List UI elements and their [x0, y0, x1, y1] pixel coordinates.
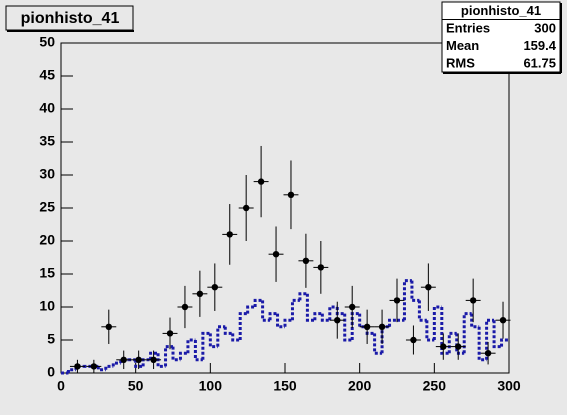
y-tick-label: 30	[39, 166, 55, 182]
hist-step	[223, 326, 233, 335]
hist-step	[201, 331, 211, 360]
data-point	[469, 297, 477, 304]
data-point	[499, 317, 507, 324]
hist-step	[149, 351, 159, 360]
x-tick-label: 300	[497, 378, 521, 394]
x-tick-label: 250	[423, 378, 447, 394]
data-point	[425, 284, 432, 291]
data-point	[302, 257, 310, 264]
data-point	[287, 191, 295, 198]
stats-label: Entries	[446, 21, 490, 36]
data-point	[349, 303, 356, 311]
y-tick-label: 45	[39, 67, 55, 83]
data-point	[484, 350, 492, 357]
y-tick-label: 20	[39, 232, 55, 248]
hist-step	[320, 313, 330, 322]
data-point	[440, 343, 447, 350]
hist-step	[231, 333, 241, 342]
hist-step	[343, 313, 353, 342]
data-point	[363, 323, 371, 330]
data-point	[196, 290, 204, 297]
x-tick-label: 150	[273, 378, 297, 394]
data-point	[211, 284, 219, 291]
hist-step	[298, 292, 308, 301]
y-tick-label: 0	[47, 364, 55, 380]
stats-value: 61.75	[523, 56, 556, 71]
hist-step	[268, 312, 278, 321]
hist-step	[283, 318, 293, 327]
hist-step	[417, 300, 427, 322]
hist-step	[164, 345, 173, 367]
x-tick-label: 200	[348, 378, 372, 394]
hist-step	[432, 305, 442, 340]
data-point	[393, 297, 401, 304]
hist-step	[246, 305, 256, 314]
data-point	[166, 330, 174, 337]
data-point	[378, 323, 386, 330]
hist-step	[261, 300, 271, 322]
data-point	[120, 356, 127, 363]
hist-step	[216, 325, 226, 347]
hist-step	[477, 326, 487, 362]
hist-step	[290, 298, 300, 321]
y-tick-label: 40	[39, 100, 55, 116]
hist-step	[119, 358, 129, 364]
hist-step	[66, 368, 76, 373]
hist-step	[440, 307, 450, 355]
title-box	[5, 5, 134, 31]
hist-step	[238, 312, 248, 340]
y-tick-label: 5	[47, 331, 55, 347]
hist-step	[500, 338, 509, 347]
hist-step	[455, 333, 465, 355]
y-tick-label: 10	[39, 298, 55, 314]
hist-step	[313, 312, 323, 321]
stats-value: 159.4	[523, 38, 556, 53]
hist-step	[410, 280, 420, 302]
data-point	[272, 251, 280, 258]
hist-step	[373, 333, 383, 355]
data-point	[455, 343, 462, 350]
data-point	[105, 323, 112, 330]
stats-label: RMS	[446, 56, 475, 71]
hist-step	[388, 318, 397, 327]
hist-step	[425, 320, 435, 342]
data-point	[410, 336, 417, 344]
x-tick-label: 100	[199, 378, 223, 394]
x-tick-label: 50	[128, 378, 144, 394]
hist-step	[178, 351, 188, 360]
data-point	[242, 204, 250, 212]
stats-title: pionhisto_41	[461, 3, 541, 18]
hist-step	[104, 364, 114, 370]
chart-title: pionhisto_41	[21, 10, 120, 27]
y-tick-label: 25	[39, 199, 55, 215]
hist-step	[134, 359, 144, 368]
data-point	[257, 178, 265, 185]
hist-step	[193, 340, 203, 362]
data-point	[334, 317, 341, 324]
data-point	[317, 264, 325, 271]
y-tick-label: 35	[39, 133, 55, 149]
data-point	[74, 363, 81, 370]
hist-step	[492, 320, 502, 349]
hist-step	[305, 293, 315, 322]
data-point	[90, 363, 98, 370]
data-point	[181, 303, 189, 311]
data-point	[226, 231, 233, 238]
x-tick-label: 0	[57, 378, 65, 394]
y-tick-label: 15	[39, 265, 55, 281]
hist-step	[253, 298, 263, 307]
stats-label: Mean	[446, 38, 479, 53]
y-tick-label: 50	[39, 34, 55, 50]
data-point	[150, 356, 157, 363]
hist-step	[96, 366, 106, 372]
data-point	[135, 356, 142, 363]
hist-step	[111, 361, 121, 367]
stats-value: 300	[534, 21, 556, 36]
